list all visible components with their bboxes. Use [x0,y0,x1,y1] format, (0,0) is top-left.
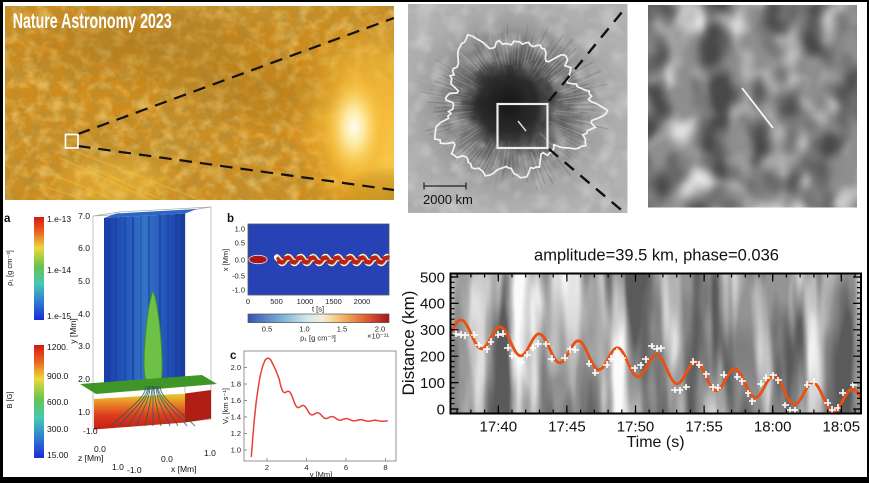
svg-text:0.0: 0.0 [94,444,106,454]
svg-text:1.0: 1.0 [235,225,245,234]
svg-text:1.0: 1.0 [204,448,216,458]
svg-text:0.0: 0.0 [235,256,245,265]
svg-text:500: 500 [420,269,445,286]
svg-text:Nature Astronomy 2023: Nature Astronomy 2023 [13,9,172,33]
svg-text:300: 300 [420,322,445,339]
svg-text:3.0: 3.0 [78,341,90,351]
svg-text:1.0: 1.0 [299,325,309,334]
svg-text:1.0: 1.0 [112,462,124,472]
svg-text:x [Mm]: x [Mm] [221,249,230,272]
svg-text:5.0: 5.0 [78,276,90,286]
svg-text:ρ₁ [g cm⁻³]: ρ₁ [g cm⁻³] [5,250,14,286]
svg-text:b: b [227,213,234,225]
svg-text:a: a [4,213,11,225]
svg-text:8: 8 [383,463,387,472]
svg-text:Vₓ [km s⁻¹]: Vₓ [km s⁻¹] [221,388,230,424]
svg-text:t [s]: t [s] [312,305,324,314]
svg-text:1.0: 1.0 [231,446,241,455]
svg-text:1.e-15: 1.e-15 [47,311,71,321]
svg-text:1.5: 1.5 [337,325,347,334]
svg-text:0: 0 [246,297,250,306]
svg-text:-1.0: -1.0 [83,426,98,436]
svg-text:z [Mm]: z [Mm] [78,453,104,463]
svg-text:17:40: 17:40 [480,419,518,436]
svg-text:amplitude=39.5 km, phase=0.036: amplitude=39.5 km, phase=0.036 [534,247,779,265]
svg-text:18:00: 18:00 [754,419,792,436]
svg-text:6: 6 [344,463,348,472]
svg-text:4.0: 4.0 [78,309,90,319]
svg-text:1.e-13: 1.e-13 [47,214,71,224]
svg-text:6.0: 6.0 [78,243,90,253]
svg-text:1.8: 1.8 [231,380,241,389]
svg-text:17:45: 17:45 [548,419,586,436]
svg-text:2.0: 2.0 [375,325,385,334]
svg-text:300.0: 300.0 [47,424,69,434]
svg-text:1.4: 1.4 [231,413,241,422]
svg-text:500: 500 [270,297,283,306]
svg-text:17:50: 17:50 [617,419,655,436]
svg-text:4: 4 [304,463,308,472]
svg-text:2.0: 2.0 [231,363,241,372]
svg-text:17:55: 17:55 [685,419,723,436]
svg-text:Time (s): Time (s) [626,434,684,451]
svg-text:15.00: 15.00 [47,450,69,460]
svg-text:7.0: 7.0 [78,211,90,221]
svg-text:0.5: 0.5 [262,325,272,334]
svg-text:0.5: 0.5 [235,239,245,248]
svg-text:-1.0: -1.0 [127,465,142,475]
svg-text:1.2: 1.2 [231,429,241,438]
svg-text:-1.0: -1.0 [232,286,245,295]
svg-text:×10⁻¹¹: ×10⁻¹¹ [367,332,389,341]
svg-text:0: 0 [437,401,445,418]
svg-text:400: 400 [420,296,445,313]
svg-text:200: 200 [420,349,445,366]
svg-text:2.0: 2.0 [78,374,90,384]
svg-text:600.0: 600.0 [47,397,69,407]
svg-text:1.0: 1.0 [78,407,90,417]
svg-text:1000: 1000 [297,297,314,306]
svg-text:2000: 2000 [354,297,371,306]
svg-text:c: c [230,350,237,362]
svg-text:y [Mm]: y [Mm] [310,470,333,479]
svg-text:1500: 1500 [325,297,342,306]
svg-text:0.0: 0.0 [161,454,173,464]
svg-text:x [Mm]: x [Mm] [171,464,197,474]
svg-text:y [Mm]: y [Mm] [68,318,78,344]
svg-text:2: 2 [265,463,269,472]
svg-text:900.0: 900.0 [47,371,69,381]
svg-text:1.6: 1.6 [231,396,241,405]
svg-text:-0.5: -0.5 [232,272,245,281]
svg-text:1.e-14: 1.e-14 [47,265,71,275]
svg-text:18:05: 18:05 [823,419,861,436]
svg-text:1200.: 1200. [47,342,68,352]
svg-text:Distance (km): Distance (km) [399,291,418,396]
svg-text:ρ₁ [g cm⁻³]: ρ₁ [g cm⁻³] [300,334,336,343]
svg-text:B [G]: B [G] [5,391,14,408]
svg-text:2000 km: 2000 km [423,192,473,207]
svg-text:100: 100 [420,375,445,392]
